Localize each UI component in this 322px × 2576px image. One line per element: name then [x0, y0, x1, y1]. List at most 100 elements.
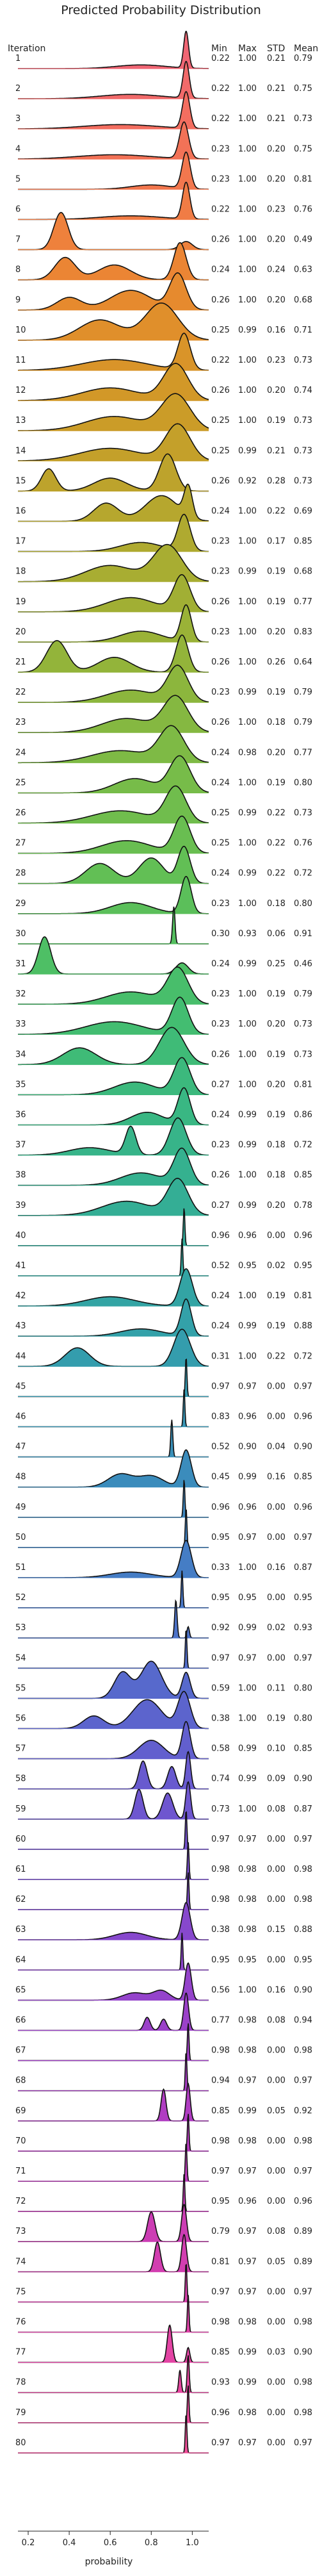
stat-std: 0.19	[267, 597, 286, 607]
ridge-area	[18, 2415, 209, 2453]
stat-min: 0.24	[211, 748, 230, 757]
iteration-label: 18	[15, 567, 26, 577]
stat-min: 0.96	[211, 1231, 230, 1241]
iteration-label: 47	[15, 1442, 26, 1452]
stat-std: 0.08	[267, 2016, 286, 2026]
iteration-label: 12	[15, 386, 26, 395]
iteration-label: 51	[15, 1563, 26, 1573]
stat-mean: 0.77	[294, 748, 312, 757]
ridge-area	[18, 1963, 209, 2001]
ridge-outline	[18, 2324, 209, 2363]
stat-max: 0.99	[238, 1321, 257, 1331]
iteration-label: 48	[15, 1473, 26, 1482]
stat-std: 0.20	[267, 1020, 286, 1029]
stat-min: 0.27	[211, 1201, 230, 1210]
iteration-label: 65	[15, 1985, 26, 1995]
stat-mean: 0.98	[294, 2378, 312, 2388]
iteration-label: 50	[15, 1533, 26, 1542]
stat-min: 0.23	[211, 688, 230, 697]
stat-max: 0.99	[238, 1744, 257, 1754]
stat-std: 0.20	[267, 144, 286, 154]
ridge-row: 42 0.24 1.00 0.19 0.81	[15, 1268, 312, 1307]
iteration-label: 52	[15, 1593, 26, 1603]
stat-std: 0.03	[267, 2348, 286, 2357]
stat-std: 0.25	[267, 959, 286, 969]
stat-std: 0.00	[267, 1835, 286, 1844]
iteration-label: 57	[15, 1744, 26, 1754]
ridge-row: 60 0.97 0.97 0.00 0.97	[15, 1811, 312, 1850]
stat-min: 0.25	[211, 809, 230, 818]
stat-std: 0.20	[267, 627, 286, 637]
ridge-row: 40 0.96 0.96 0.00 0.96	[15, 1208, 312, 1246]
stat-max: 1.00	[238, 1683, 257, 1693]
stat-mean: 0.97	[294, 1533, 312, 1542]
stat-std: 0.22	[267, 869, 286, 879]
stat-std: 0.20	[267, 295, 286, 305]
ridge-outline	[18, 1238, 209, 1276]
ridge-outline	[18, 1872, 209, 1910]
stat-mean: 0.73	[294, 809, 312, 818]
stat-min: 0.30	[211, 929, 230, 939]
ridge-area	[18, 1118, 209, 1155]
stat-std: 0.04	[267, 1442, 286, 1452]
ridge-row: 21 0.26 1.00 0.26 0.64	[15, 634, 312, 673]
stat-std: 0.00	[267, 2197, 286, 2206]
stat-mean: 0.79	[294, 688, 312, 697]
ridge-area	[18, 1540, 209, 1578]
stat-std: 0.15	[267, 1925, 286, 1935]
stat-min: 0.23	[211, 1141, 230, 1150]
iteration-label: 29	[15, 899, 26, 909]
stat-min: 0.23	[211, 567, 230, 577]
ridge-row: 71 0.97 0.97 0.00 0.97	[15, 2143, 312, 2182]
stat-mean: 0.85	[294, 1473, 312, 1482]
iteration-label: 72	[15, 2197, 26, 2206]
ridge-row: 37 0.23 0.99 0.18 0.72	[15, 1117, 312, 1156]
ridge-row: 67 0.98 0.98 0.00 0.98	[15, 2023, 312, 2061]
ridge-row: 14 0.25 0.99 0.21 0.73	[15, 423, 312, 461]
stat-std: 0.16	[267, 1985, 286, 1995]
stat-max: 1.00	[238, 265, 257, 275]
stat-max: 0.98	[238, 2408, 257, 2418]
stat-mean: 0.98	[294, 1865, 312, 1874]
stat-std: 0.08	[267, 1804, 286, 1814]
ridge-row: 8 0.24 1.00 0.24 0.63	[15, 242, 312, 281]
stat-mean: 0.96	[294, 1503, 312, 1512]
stat-max: 1.00	[238, 1351, 257, 1361]
stat-max: 1.00	[238, 1714, 257, 1724]
ridge-row: 3 0.22 1.00 0.21 0.73	[15, 91, 312, 129]
ridge-row: 70 0.98 0.98 0.00 0.98	[15, 2113, 312, 2152]
stat-min: 0.26	[211, 386, 230, 395]
stat-min: 0.74	[211, 1774, 230, 1784]
iteration-label: 1	[15, 54, 20, 63]
stat-min: 0.85	[211, 2348, 230, 2357]
stat-max: 0.95	[238, 1261, 257, 1271]
stat-std: 0.21	[267, 84, 286, 94]
stat-min: 0.98	[211, 2046, 230, 2056]
stat-mean: 0.73	[294, 1020, 312, 1029]
stat-max: 1.00	[238, 778, 257, 788]
ridge-area	[18, 1419, 209, 1457]
ridge-area	[18, 1510, 209, 1548]
stat-std: 0.10	[267, 1744, 286, 1754]
stat-std: 0.21	[267, 54, 286, 63]
iteration-label: 64	[15, 1955, 26, 1965]
stat-min: 0.97	[211, 2167, 230, 2176]
stat-max: 0.98	[238, 748, 257, 757]
ridge-row: 10 0.25 0.99 0.16 0.71	[15, 302, 312, 341]
stat-min: 0.23	[211, 899, 230, 909]
stat-std: 0.20	[267, 174, 286, 184]
ridge-area	[18, 665, 209, 703]
stat-min: 0.22	[211, 114, 230, 124]
stat-std: 0.00	[267, 2318, 286, 2327]
ridge-outline	[18, 725, 209, 764]
iteration-label: 39	[15, 1201, 26, 1210]
x-tick-label: 1.0	[186, 2538, 199, 2548]
stat-mean: 0.90	[294, 1442, 312, 1452]
stat-min: 0.96	[211, 1503, 230, 1512]
iteration-label: 59	[15, 1804, 26, 1814]
ridge-row: 27 0.25 1.00 0.22 0.76	[15, 815, 312, 854]
stat-min: 0.97	[211, 1382, 230, 1391]
ridge-area	[18, 1057, 209, 1095]
stat-mean: 0.97	[294, 2167, 312, 2176]
iteration-label: 70	[15, 2136, 26, 2146]
